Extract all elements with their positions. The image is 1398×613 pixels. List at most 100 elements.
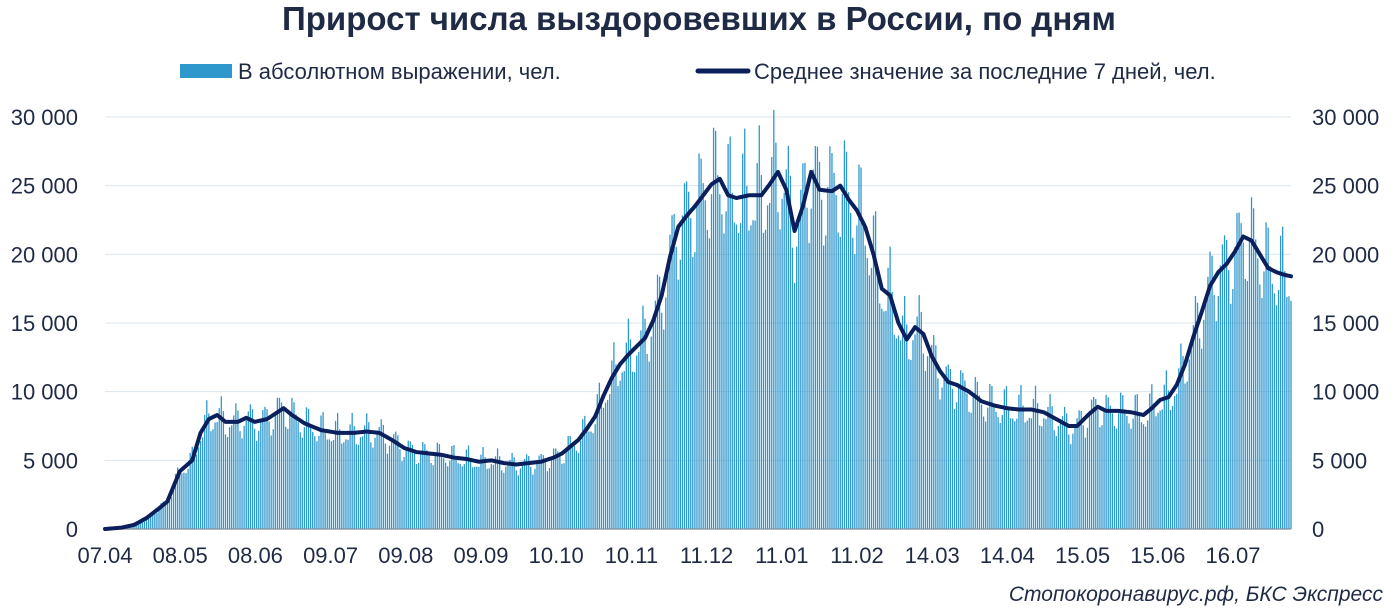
daily-bar [640,330,642,529]
daily-bar [661,312,663,529]
daily-bar [565,450,567,529]
daily-bar [1066,413,1068,529]
y-tick-label-right: 15 000 [1312,311,1379,336]
daily-bar [806,207,808,529]
daily-bar [291,397,293,529]
daily-bar [987,407,989,529]
daily-bar [1209,251,1211,529]
daily-bar [382,424,384,529]
daily-bar [1186,381,1188,529]
daily-bar [908,359,910,529]
daily-bar [823,245,825,530]
daily-bar [422,442,424,529]
daily-bar [1080,410,1082,529]
daily-bar [706,230,708,529]
daily-bar [262,410,264,529]
daily-bar [814,146,816,530]
daily-bar [438,444,441,529]
legend-bar-label: В абсолютном выражении, чел. [238,59,561,84]
x-tick-label: 10.11 [605,543,658,568]
daily-bar [1221,244,1224,529]
daily-bar [137,522,139,529]
daily-bar [964,380,966,529]
daily-bar [870,267,873,529]
daily-bar [366,413,368,529]
daily-bar [160,503,162,529]
daily-bar [1057,426,1060,529]
daily-bar [727,144,729,529]
daily-bar [1147,420,1149,529]
daily-bar [384,443,387,529]
daily-bar [1157,412,1159,529]
daily-bar [609,394,611,529]
daily-bar [887,267,889,529]
daily-bar [548,468,551,529]
daily-bar [268,421,270,529]
daily-bar [235,403,237,529]
daily-bar [542,455,544,529]
daily-bar [455,457,457,529]
x-tick-label: 10.10 [529,543,584,568]
y-tick-label-left: 20 000 [11,242,78,267]
y-tick-label-left: 15 000 [11,311,78,336]
daily-bar [1174,396,1176,529]
daily-bar [760,175,762,530]
daily-bar [1284,271,1286,529]
daily-bar [989,384,991,529]
daily-bar [891,291,893,529]
daily-bar [1215,321,1217,529]
daily-bar [642,305,644,529]
daily-bar [386,453,389,529]
daily-bar [1144,426,1147,529]
daily-bar [451,445,453,529]
daily-bar [594,424,596,529]
daily-bar [1198,338,1201,529]
daily-bar [189,452,191,529]
daily-bar [904,295,906,529]
daily-bar [621,372,623,529]
daily-bar [636,355,638,529]
daily-bar [183,472,185,529]
daily-bar [638,351,640,529]
daily-bar [143,519,146,529]
daily-bar [683,183,686,530]
daily-bar [1014,421,1016,529]
daily-bar [145,516,148,529]
daily-bar [1090,399,1093,529]
daily-bar [457,463,459,529]
daily-bar [1169,409,1172,529]
daily-bar [1128,423,1130,529]
daily-bar [264,406,266,529]
daily-bar [928,351,931,529]
x-tick-label: 11.12 [680,543,733,568]
daily-bar [719,194,721,530]
daily-bar [312,432,314,529]
daily-bar [951,388,954,529]
daily-bar [829,146,831,529]
daily-bar [1063,406,1066,529]
daily-bar [1171,406,1174,529]
daily-bar [347,439,349,529]
daily-bar [1165,370,1168,529]
daily-bar [993,403,995,529]
daily-bar [513,457,515,529]
daily-bar [602,407,605,529]
daily-bar [1055,436,1057,529]
daily-bar [627,318,630,529]
daily-bar [299,432,301,529]
daily-bar [1176,393,1178,529]
daily-bar [1140,422,1143,529]
daily-bar [669,234,671,529]
daily-bar [210,431,212,529]
daily-bar [646,353,648,529]
avg-line [103,169,1293,531]
daily-bar [316,441,318,529]
daily-bar [1001,414,1003,529]
daily-bar [503,472,505,529]
daily-bar [735,224,738,529]
legend-bar-swatch [180,64,232,78]
daily-bar [1153,403,1155,529]
daily-bar [1159,410,1161,529]
daily-bar [744,128,746,530]
daily-bar [766,205,769,529]
